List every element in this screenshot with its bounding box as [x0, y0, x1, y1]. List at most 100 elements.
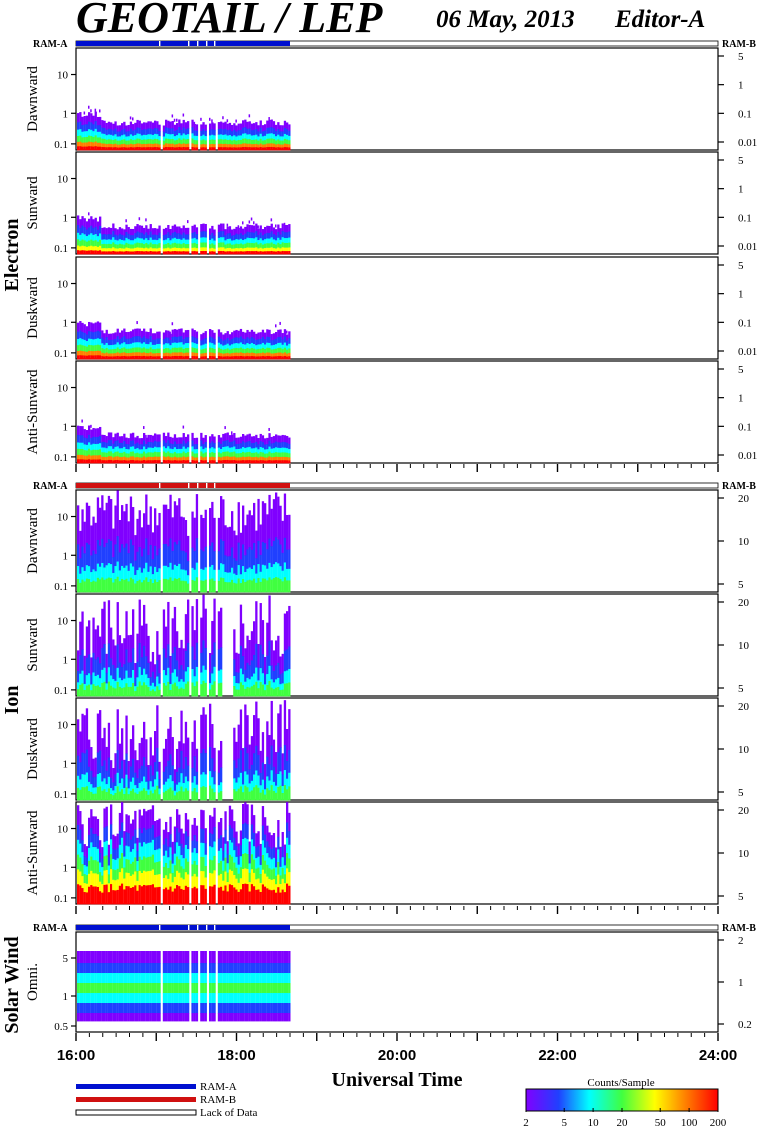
heat-cell-1 — [162, 844, 166, 857]
heat-cell-0 — [288, 331, 291, 339]
right-tick-label-0-0-0: 5 — [738, 51, 744, 63]
heat-cell-5 — [171, 891, 174, 905]
heat-cell-2 — [125, 845, 128, 860]
heat-cell-5 — [255, 147, 258, 151]
heat-cell-1 — [204, 338, 207, 345]
heat-cell-3 — [103, 681, 106, 697]
colorbar — [525, 1088, 719, 1112]
heat-cell-2 — [110, 134, 113, 140]
heat-cell-1 — [178, 127, 181, 134]
heat-cell-1 — [79, 829, 82, 844]
heat-cell-2 — [81, 774, 84, 788]
heat-cell-5 — [193, 1003, 196, 1014]
heat-cell-1 — [103, 547, 106, 568]
heat-cell-1 — [204, 843, 207, 856]
heat-cell-3 — [191, 579, 194, 593]
heat-cell-3 — [286, 683, 289, 697]
heat-cell-5 — [272, 1003, 276, 1014]
heat-cell-2 — [286, 448, 289, 454]
heat-cell-1 — [233, 558, 236, 574]
heat-cell-2 — [202, 569, 205, 582]
heat-cell-5 — [169, 460, 172, 464]
heat-cell-0 — [270, 119, 273, 128]
heat-cell-6 — [88, 1013, 91, 1022]
heat-cell-1 — [107, 757, 111, 778]
heat-cell-2 — [154, 973, 157, 984]
heat-cell-0 — [213, 517, 216, 552]
heat-cell-0 — [125, 715, 128, 754]
heat-cell-5 — [118, 1003, 122, 1014]
heat-cell-4 — [275, 144, 278, 148]
heat-cell-1 — [85, 657, 89, 676]
heat-cell-1 — [255, 963, 258, 974]
heat-cell-0 — [162, 125, 166, 133]
heat-cell-5 — [79, 355, 82, 360]
right-tick-label-0-1-2: 0.1 — [738, 212, 752, 224]
ram-bar-gap-0-3 — [206, 41, 208, 46]
heat-cell-5 — [257, 251, 260, 255]
heat-cell-2 — [138, 449, 141, 454]
heat-cell-5 — [171, 460, 174, 464]
heat-cell-4 — [81, 351, 84, 356]
heat-cell-1 — [114, 774, 117, 787]
heat-cell-2 — [110, 564, 113, 579]
heat-cell-3 — [90, 582, 93, 593]
heat-cell-0 — [257, 643, 260, 668]
heat-cell-0 — [264, 332, 267, 340]
heat-cell-1 — [268, 127, 271, 134]
heat-cell-0 — [281, 125, 284, 132]
heat-cell-0 — [79, 951, 82, 964]
heat-cell-5 — [187, 251, 190, 255]
heat-cell-1 — [257, 755, 260, 776]
heat-cell-0 — [171, 951, 174, 964]
heat-cell-4 — [213, 144, 216, 148]
heat-cell-0 — [90, 657, 93, 676]
heat-cell-3 — [101, 983, 104, 994]
heat-cell-3 — [253, 787, 256, 801]
heat-cell-4 — [244, 143, 247, 148]
heat-cell-0 — [156, 434, 159, 442]
heat-cell-4 — [167, 143, 170, 148]
heat-cell-4 — [195, 457, 199, 461]
heat-cell-3 — [213, 139, 216, 145]
heat-cell-5 — [154, 147, 157, 151]
heat-cell-2 — [105, 342, 108, 349]
heat-cell-0 — [283, 951, 287, 964]
heat-cell-1 — [77, 755, 80, 777]
heat-cell-1 — [184, 443, 188, 450]
heat-cell-3 — [154, 789, 157, 801]
heat-cell-0 — [220, 332, 223, 340]
heat-cell-3 — [162, 983, 166, 994]
heat-cell-2 — [261, 342, 265, 349]
heat-cell-1 — [125, 963, 128, 974]
heat-cell-5 — [81, 888, 84, 905]
heat-cell-1 — [127, 444, 130, 450]
heat-cell-5 — [264, 147, 267, 151]
heat-cell-5 — [90, 885, 93, 905]
heat-cell-2 — [116, 858, 119, 870]
heat-cell-3 — [184, 683, 188, 697]
heat-cell-0 — [156, 331, 159, 339]
heat-cell-0 — [217, 122, 221, 130]
heat-cell-0 — [286, 802, 289, 823]
heat-cell-4 — [176, 457, 179, 461]
heat-cell-4 — [167, 247, 170, 252]
heat-cell-2 — [165, 850, 168, 864]
heat-cell-3 — [246, 686, 249, 697]
heat-cell-4 — [123, 993, 126, 1004]
heat-cell-4 — [281, 144, 284, 148]
heat-cell-2 — [77, 339, 80, 346]
heat-cell-1 — [77, 331, 80, 340]
heat-cell-0 — [107, 495, 111, 540]
heat-cell-1 — [171, 550, 174, 570]
heat-cell-0 — [259, 750, 262, 774]
heat-cell-1 — [259, 554, 262, 573]
heat-cell-3 — [268, 577, 271, 593]
heat-cell-1 — [213, 642, 216, 668]
heat-cell-3 — [180, 453, 183, 458]
right-tick-label-1-2-2: 5 — [738, 787, 744, 799]
heat-cell-3 — [81, 983, 84, 994]
heat-cell-4 — [88, 350, 91, 356]
heat-cell-5 — [92, 459, 95, 464]
heat-speck — [193, 121, 196, 125]
